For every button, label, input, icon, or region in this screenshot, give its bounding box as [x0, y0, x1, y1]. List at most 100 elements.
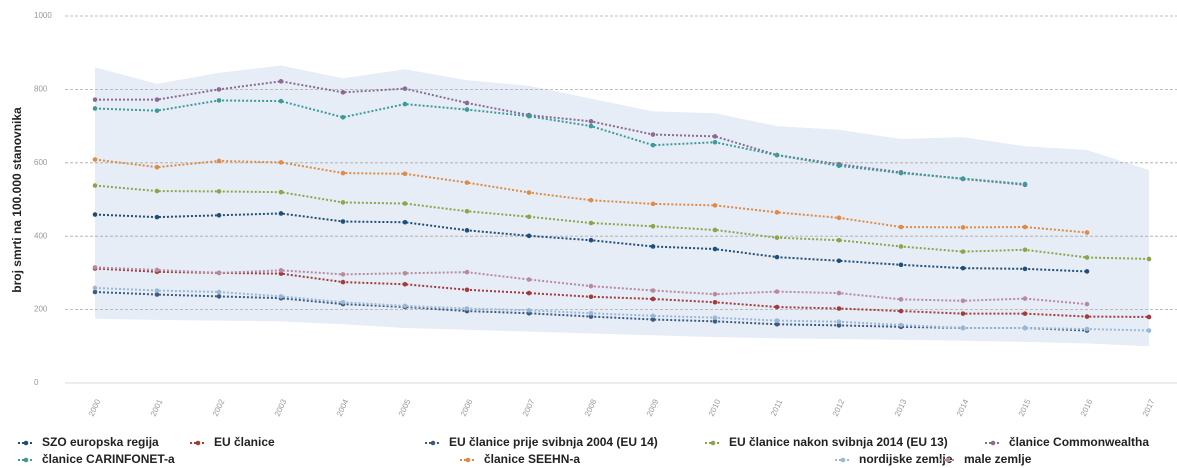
data-point	[92, 212, 98, 217]
data-point	[588, 314, 594, 319]
y-tick-label: 600	[34, 158, 48, 167]
legend-label: EU članice prije svibnja 2004 (EU 14)	[449, 435, 658, 449]
legend-item: članice SEEHN-a	[460, 452, 580, 466]
legend-swatch-dot	[23, 440, 29, 446]
data-point	[836, 290, 842, 296]
data-point	[278, 294, 284, 299]
data-point	[402, 303, 408, 309]
data-point	[960, 311, 966, 316]
data-point	[464, 180, 470, 185]
data-point	[898, 244, 904, 249]
data-point	[340, 272, 346, 277]
x-tick-label: 2001	[149, 397, 165, 417]
x-tick-label: 2002	[211, 397, 227, 417]
legend-item: EU članice	[190, 435, 275, 449]
x-tick-label: 2011	[769, 398, 785, 418]
data-point	[588, 123, 594, 129]
legend-item: članice Commonwealtha	[985, 435, 1149, 449]
data-point	[402, 281, 408, 287]
data-point	[650, 201, 656, 207]
data-point	[216, 158, 222, 164]
y-tick-label: 400	[34, 231, 48, 240]
series-line	[94, 267, 1150, 318]
data-point	[774, 235, 780, 240]
data-point	[650, 313, 656, 319]
data-point	[836, 323, 842, 328]
y-tick-label: 0	[34, 378, 39, 387]
y-tick-label: 1000	[34, 11, 52, 20]
x-tick-label: 2003	[273, 397, 289, 417]
legend-label: EU članice	[214, 435, 275, 449]
data-point	[588, 237, 594, 243]
legend-swatch-dot	[990, 440, 996, 446]
series-line	[94, 184, 1150, 260]
data-point	[960, 265, 966, 271]
data-point	[340, 90, 346, 95]
x-tick-label: 2009	[645, 397, 661, 417]
data-point	[898, 322, 904, 328]
data-point	[836, 306, 842, 311]
data-point	[402, 101, 408, 107]
data-point	[340, 170, 346, 176]
x-tick-label: 2017	[1141, 397, 1157, 417]
data-point	[216, 289, 222, 295]
legend-item: male zemlje	[940, 452, 1032, 466]
data-point	[92, 106, 98, 111]
data-point	[1084, 269, 1090, 274]
data-point	[340, 299, 346, 305]
legend-label: SZO europska regija	[42, 435, 159, 449]
data-point	[216, 87, 222, 92]
data-point	[774, 210, 780, 215]
data-point	[526, 233, 532, 239]
data-point	[1084, 326, 1090, 332]
x-tick-label: 2005	[397, 397, 413, 417]
series-line	[95, 80, 1026, 186]
data-point	[402, 270, 408, 276]
data-point	[216, 294, 222, 299]
data-point	[464, 228, 470, 233]
y-axis-label: broj smrti na 100.000 stanovnika	[10, 107, 24, 293]
data-point	[898, 308, 904, 314]
data-point	[712, 319, 718, 324]
data-point	[712, 291, 718, 297]
data-point	[712, 203, 718, 208]
legend-swatch-dot	[840, 457, 846, 463]
data-point	[774, 321, 780, 327]
data-point	[278, 160, 284, 165]
data-point	[154, 188, 160, 194]
data-point	[1084, 230, 1090, 235]
data-point	[588, 310, 594, 316]
data-point	[526, 190, 532, 195]
data-point	[960, 176, 966, 181]
data-point	[1022, 266, 1028, 272]
data-point	[1146, 328, 1152, 333]
x-tick-label: 2016	[1079, 397, 1095, 417]
data-point	[712, 134, 718, 139]
data-point	[526, 113, 532, 119]
data-point	[774, 152, 780, 158]
legend-label: članice SEEHN-a	[484, 452, 580, 466]
data-point	[960, 298, 966, 304]
y-tick-label: 200	[34, 305, 48, 314]
x-tick-label: 2004	[335, 397, 351, 417]
data-point	[836, 237, 842, 243]
data-point	[712, 315, 718, 320]
x-tick-label: 2012	[831, 397, 847, 417]
data-point	[774, 254, 780, 260]
data-point	[402, 86, 408, 91]
data-point	[278, 79, 284, 84]
data-point	[154, 108, 160, 113]
data-point	[1084, 255, 1090, 260]
data-point	[154, 214, 160, 220]
x-tick-label: 2008	[583, 397, 599, 417]
data-point	[1022, 224, 1028, 230]
legend-swatch-dot	[195, 440, 201, 446]
data-point	[278, 211, 284, 216]
legend-swatch-dot	[465, 457, 471, 463]
data-point	[960, 249, 966, 254]
data-point	[1084, 301, 1090, 307]
data-point	[154, 164, 160, 170]
data-point	[898, 224, 904, 230]
data-point	[898, 262, 904, 268]
legend-item: članice CARINFONET-a	[18, 452, 175, 466]
